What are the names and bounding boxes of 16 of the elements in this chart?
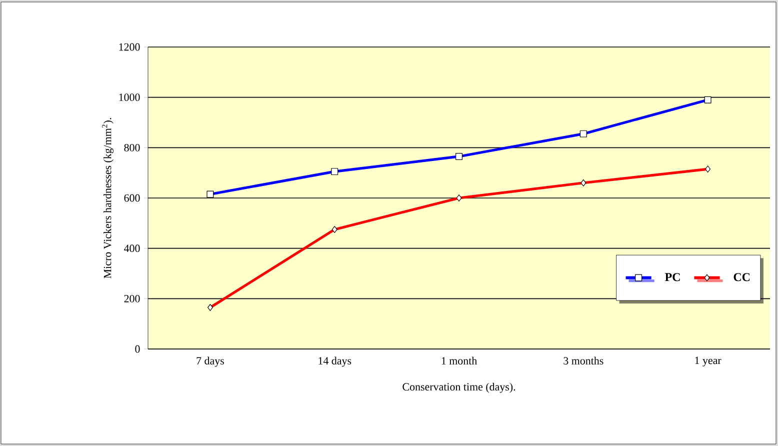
y-tick-label: 400	[124, 244, 140, 252]
legend-label: PC	[664, 273, 680, 282]
y-tick-label: 200	[124, 294, 140, 302]
y-tick-label: 1200	[119, 43, 140, 51]
x-tick-label: 3 months	[564, 356, 604, 364]
y-axis-title: Micro Vickers hardnesses (kg/mm$^{2}$).	[102, 118, 114, 278]
x-tick-label: 7 days	[196, 356, 224, 367]
x-axis-title: Conservation time (days).	[402, 382, 516, 393]
y-tick-label: 0	[135, 345, 140, 353]
x-tick-label: 1 year	[695, 356, 722, 366]
legend-label: CC	[734, 273, 750, 282]
x-tick-label: 14 days	[318, 356, 352, 367]
y-tick-label: 1000	[119, 94, 140, 102]
y-tick-label: 800	[124, 144, 140, 152]
x-tick-label: 1 month	[442, 356, 477, 364]
y-tick-label: 600	[124, 194, 140, 202]
